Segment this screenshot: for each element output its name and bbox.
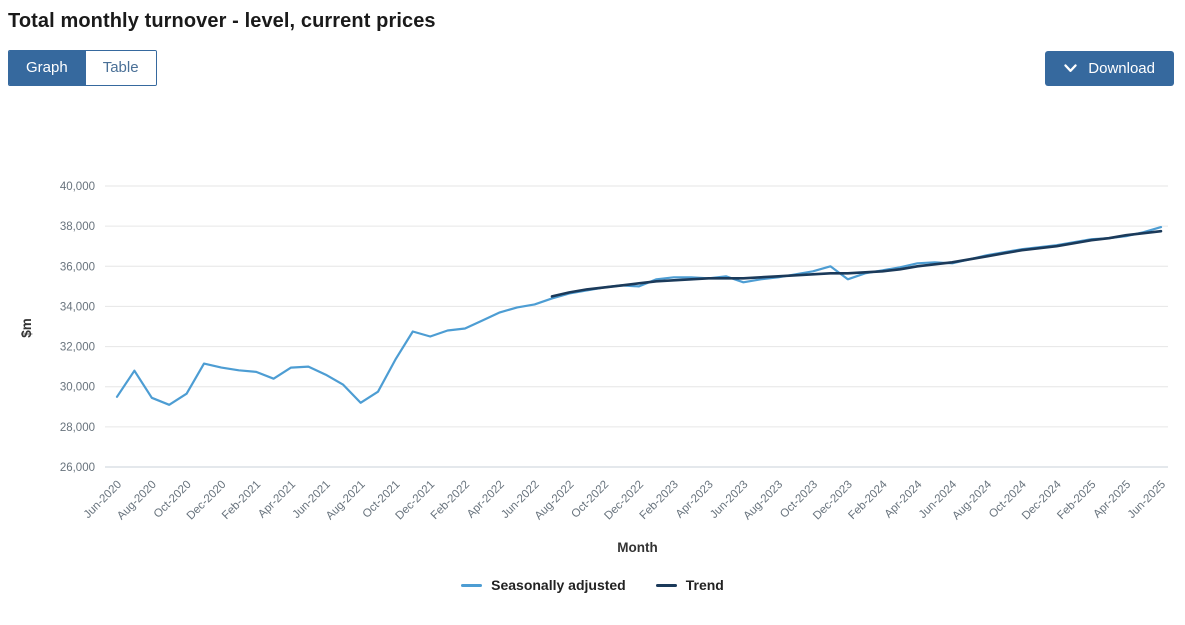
legend-label-seasonally-adjusted: Seasonally adjusted — [491, 577, 626, 593]
y-tick-label: 34,000 — [60, 301, 95, 313]
y-tick-label: 30,000 — [60, 382, 95, 394]
x-tick-label: Feb-2024 — [846, 478, 890, 522]
y-tick-label: 36,000 — [60, 261, 95, 273]
y-tick-label: 40,000 — [60, 181, 95, 193]
y-tick-label: 28,000 — [60, 422, 95, 434]
trend-swatch — [655, 583, 677, 587]
y-tick-label: 32,000 — [60, 342, 95, 354]
chart-legend: Seasonally adjusted Trend — [0, 577, 1185, 593]
toolbar: Graph Table Download — [8, 50, 1174, 86]
view-toggle: Graph Table — [8, 50, 157, 86]
legend-item-seasonally-adjusted[interactable]: Seasonally adjusted — [461, 577, 626, 593]
legend-item-trend[interactable]: Trend — [655, 577, 724, 593]
download-button[interactable]: Download — [1045, 50, 1174, 86]
x-tick-label: Jun-2025 — [1126, 479, 1168, 521]
trend-line — [550, 229, 1163, 298]
download-label: Download — [1088, 59, 1155, 77]
seasonally-adjusted-swatch — [461, 583, 483, 587]
y-tick-label: 38,000 — [60, 221, 95, 233]
y-tick-label: 26,000 — [60, 462, 95, 474]
turnover-chart: 26,000 28,000 30,000 32,000 34,000 36,000 38,0… — [19, 181, 1168, 522]
chevron-down-icon — [1064, 63, 1077, 72]
x-axis-title: Month — [617, 540, 658, 555]
page-title: Total monthly turnover - level, current … — [8, 10, 436, 32]
tab-table[interactable]: Table — [84, 51, 156, 85]
legend-label-trend: Trend — [685, 577, 724, 593]
tab-graph[interactable]: Graph — [9, 51, 85, 85]
y-axis-title: $m — [19, 318, 34, 338]
